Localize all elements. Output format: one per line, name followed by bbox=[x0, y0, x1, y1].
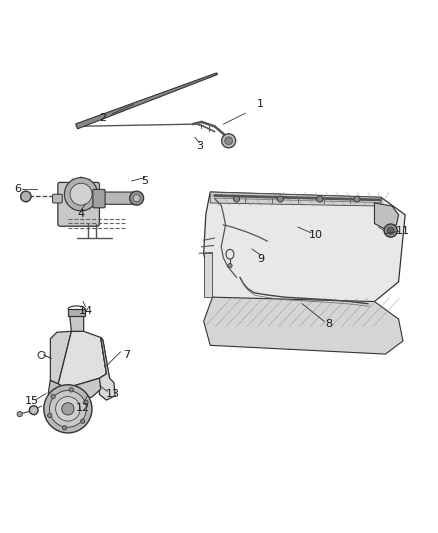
Circle shape bbox=[233, 196, 240, 202]
FancyBboxPatch shape bbox=[96, 192, 137, 204]
Text: 5: 5 bbox=[141, 176, 148, 186]
Circle shape bbox=[81, 419, 85, 423]
FancyBboxPatch shape bbox=[53, 194, 62, 203]
Text: 6: 6 bbox=[14, 183, 21, 193]
Polygon shape bbox=[99, 337, 115, 400]
Text: 2: 2 bbox=[99, 114, 106, 124]
Polygon shape bbox=[204, 253, 212, 297]
Circle shape bbox=[21, 191, 31, 201]
Circle shape bbox=[133, 195, 140, 201]
Polygon shape bbox=[374, 203, 399, 229]
Circle shape bbox=[84, 400, 88, 405]
Text: 8: 8 bbox=[325, 319, 332, 329]
Circle shape bbox=[62, 403, 74, 415]
Polygon shape bbox=[66, 378, 101, 400]
Text: 11: 11 bbox=[396, 227, 410, 237]
Circle shape bbox=[225, 137, 233, 145]
Circle shape bbox=[354, 196, 360, 202]
Circle shape bbox=[17, 411, 22, 417]
Polygon shape bbox=[204, 192, 405, 314]
Circle shape bbox=[51, 394, 55, 399]
Text: 12: 12 bbox=[76, 402, 90, 413]
Circle shape bbox=[69, 387, 74, 392]
Polygon shape bbox=[68, 310, 85, 316]
Polygon shape bbox=[70, 311, 84, 332]
Circle shape bbox=[387, 227, 394, 234]
FancyBboxPatch shape bbox=[93, 189, 105, 208]
Polygon shape bbox=[204, 297, 403, 354]
Text: 15: 15 bbox=[25, 397, 39, 406]
Polygon shape bbox=[58, 332, 106, 388]
Circle shape bbox=[48, 413, 52, 418]
Circle shape bbox=[384, 224, 397, 237]
Circle shape bbox=[29, 406, 38, 415]
Polygon shape bbox=[210, 192, 381, 206]
Circle shape bbox=[222, 134, 236, 148]
Circle shape bbox=[277, 196, 283, 202]
Text: 13: 13 bbox=[106, 390, 120, 399]
Circle shape bbox=[228, 263, 232, 268]
Circle shape bbox=[64, 177, 98, 211]
Text: 10: 10 bbox=[308, 230, 322, 240]
Text: 7: 7 bbox=[124, 350, 131, 360]
Text: 4: 4 bbox=[78, 209, 85, 219]
Circle shape bbox=[130, 191, 144, 205]
Circle shape bbox=[44, 385, 92, 433]
Text: 9: 9 bbox=[257, 254, 264, 264]
Circle shape bbox=[317, 196, 323, 202]
Polygon shape bbox=[76, 73, 217, 129]
Circle shape bbox=[70, 183, 92, 205]
Text: 14: 14 bbox=[78, 306, 92, 316]
FancyBboxPatch shape bbox=[58, 182, 99, 226]
Polygon shape bbox=[50, 332, 71, 384]
Text: 3: 3 bbox=[196, 141, 203, 151]
Circle shape bbox=[62, 426, 67, 430]
Circle shape bbox=[56, 397, 80, 421]
Polygon shape bbox=[48, 381, 71, 401]
Polygon shape bbox=[101, 337, 110, 378]
Circle shape bbox=[49, 391, 86, 427]
Text: 1: 1 bbox=[257, 100, 264, 109]
